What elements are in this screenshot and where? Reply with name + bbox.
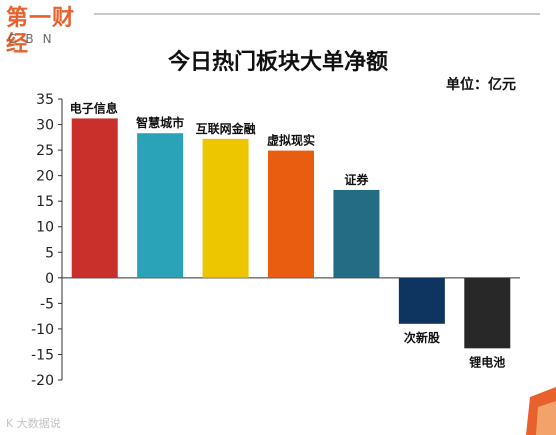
logo-text: 第一财经: [6, 6, 76, 57]
bar-label-4: 证券: [344, 172, 369, 187]
y-tick-label: -5: [40, 296, 54, 312]
bar-5: [398, 277, 445, 324]
bar-1: [137, 133, 184, 278]
bar-label-2: 互联网金融: [196, 121, 256, 136]
bar-label-0: 电子信息: [70, 100, 118, 115]
logo-subtext: CBN: [8, 32, 61, 46]
bar-4: [333, 189, 380, 278]
bar-label-3: 虚拟现实: [267, 133, 315, 148]
y-tick-label: 0: [45, 271, 54, 287]
bar-0: [71, 118, 118, 278]
header-rule: [94, 13, 540, 15]
cbn-logo: 第一财经 CBN: [4, 6, 94, 57]
corner-decoration: [526, 387, 556, 435]
y-tick-label: 10: [36, 220, 54, 236]
y-tick-label: 35: [36, 92, 54, 108]
bar-3: [268, 150, 314, 278]
y-tick-label: 30: [36, 118, 54, 134]
y-tick-label: 25: [36, 143, 54, 159]
y-tick-label: -10: [31, 322, 54, 338]
y-tick-label: -15: [31, 347, 54, 363]
bar-2: [202, 138, 249, 278]
y-tick-label: 15: [36, 194, 54, 210]
bar-6: [464, 277, 511, 349]
bar-label-6: 锂电池: [469, 354, 505, 369]
chart-title: 今日热门板块大单净额: [167, 49, 388, 75]
y-tick-label: 20: [36, 169, 54, 185]
unit-label: 单位：亿元: [446, 77, 516, 93]
watermark: K 大数据说: [6, 417, 61, 430]
bar-label-5: 次新股: [404, 330, 441, 345]
y-tick-label: 5: [45, 245, 54, 261]
y-tick-label: -20: [31, 373, 54, 389]
bar-label-1: 智慧城市: [135, 115, 184, 130]
